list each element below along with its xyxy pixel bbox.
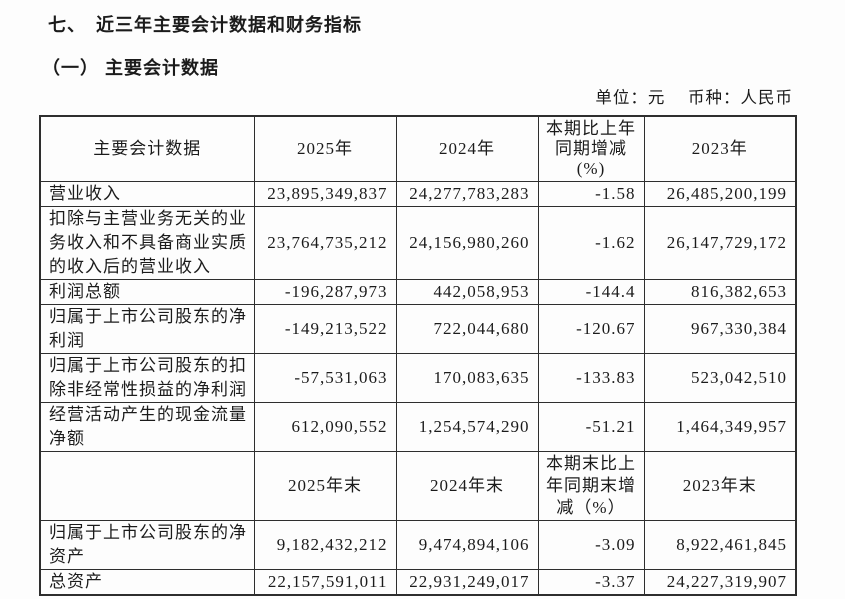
- value-2023: 816,382,653: [643, 279, 797, 305]
- value-2024: 22,931,249,017: [395, 569, 539, 596]
- value-2023: 8,922,461,845: [643, 520, 797, 570]
- value-2025: 612,090,552: [253, 402, 397, 452]
- header-2025: 2025年: [253, 115, 397, 182]
- value-2025: 23,764,735,212: [253, 206, 397, 280]
- value-change: -1.62: [537, 206, 645, 280]
- accounting-data-table: 主要会计数据 2025年 2024年 本期比上年 同期增减 (%) 2023年 …: [39, 115, 797, 596]
- table-row-net-profit: 归属于上市公司股东的净利润 -149,213,522 722,044,680 -…: [39, 304, 797, 354]
- value-2023: 523,042,510: [643, 353, 797, 403]
- header-2025-end: 2025年末: [253, 451, 397, 521]
- value-change: -51.21: [537, 402, 645, 452]
- value-2024: 9,474,894,106: [395, 520, 539, 570]
- value-2025: -196,287,973: [253, 279, 397, 305]
- value-2024: 1,254,574,290: [395, 402, 539, 452]
- metric-label: 扣除与主营业务无关的业务收入和不具备商业实质的收入后的营业收入: [39, 206, 255, 280]
- value-change: -120.67: [537, 304, 645, 354]
- table-row-operating-cash-flow: 经营活动产生的现金流量净额 612,090,552 1,254,574,290 …: [39, 402, 797, 452]
- table-row-adjusted-revenue: 扣除与主营业务无关的业务收入和不具备商业实质的收入后的营业收入 23,764,7…: [39, 206, 797, 280]
- table-row-revenue: 营业收入 23,895,349,837 24,277,783,283 -1.58…: [39, 181, 797, 207]
- header-change-pct: 本期比上年 同期增减 (%): [537, 115, 645, 182]
- value-2025: 22,157,591,011: [253, 569, 397, 596]
- value-2025: 23,895,349,837: [253, 181, 397, 207]
- value-2024: 442,058,953: [395, 279, 539, 305]
- value-2023: 24,227,319,907: [643, 569, 797, 596]
- section-title: 七、 近三年主要会计数据和财务指标: [48, 15, 362, 35]
- header-2024: 2024年: [395, 115, 539, 182]
- table-row-total-profit: 利润总额 -196,287,973 442,058,953 -144.4 816…: [39, 279, 797, 305]
- header-empty: [39, 451, 255, 521]
- metric-label: 归属于上市公司股东的净利润: [39, 304, 255, 354]
- metric-label: 经营活动产生的现金流量净额: [39, 402, 255, 452]
- value-2024: 24,277,783,283: [395, 181, 539, 207]
- value-2023: 967,330,384: [643, 304, 797, 354]
- value-2023: 1,464,349,957: [643, 402, 797, 452]
- value-2025: -149,213,522: [253, 304, 397, 354]
- period-header-row: 主要会计数据 2025年 2024年 本期比上年 同期增减 (%) 2023年: [39, 115, 797, 182]
- header-2024-end: 2024年末: [395, 451, 539, 521]
- metric-label: 总资产: [39, 569, 255, 596]
- header-2023-end: 2023年末: [643, 451, 797, 521]
- header-metric-label: 主要会计数据: [39, 115, 255, 182]
- value-2024: 24,156,980,260: [395, 206, 539, 280]
- period-end-header-row: 2025年末 2024年末 本期末比上 年同期末增 减（%） 2023年末: [39, 451, 797, 521]
- header-end-change-pct: 本期末比上 年同期末增 减（%）: [537, 451, 645, 521]
- value-2025: -57,531,063: [253, 353, 397, 403]
- value-change: -3.09: [537, 520, 645, 570]
- value-change: -144.4: [537, 279, 645, 305]
- subsection-title: （一） 主要会计数据: [42, 58, 220, 78]
- value-change: -133.83: [537, 353, 645, 403]
- table-row-total-assets: 总资产 22,157,591,011 22,931,249,017 -3.37 …: [39, 569, 797, 596]
- value-change: -1.58: [537, 181, 645, 207]
- metric-label: 归属于上市公司股东的扣除非经常性损益的净利润: [39, 353, 255, 403]
- unit-currency-note: 单位：元 币种：人民币: [595, 88, 793, 107]
- value-2023: 26,485,200,199: [643, 181, 797, 207]
- value-2024: 170,083,635: [395, 353, 539, 403]
- value-2024: 722,044,680: [395, 304, 539, 354]
- table-row-net-profit-deducted: 归属于上市公司股东的扣除非经常性损益的净利润 -57,531,063 170,0…: [39, 353, 797, 403]
- header-2023: 2023年: [643, 115, 797, 182]
- value-change: -3.37: [537, 569, 645, 596]
- value-2025: 9,182,432,212: [253, 520, 397, 570]
- metric-label: 利润总额: [39, 279, 255, 305]
- table-row-net-assets: 归属于上市公司股东的净资产 9,182,432,212 9,474,894,10…: [39, 520, 797, 570]
- metric-label: 营业收入: [39, 181, 255, 207]
- value-2023: 26,147,729,172: [643, 206, 797, 280]
- metric-label: 归属于上市公司股东的净资产: [39, 520, 255, 570]
